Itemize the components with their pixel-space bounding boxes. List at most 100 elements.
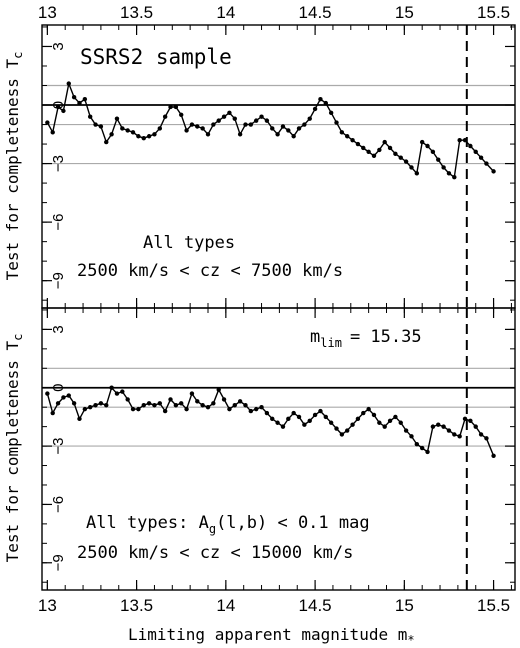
bottom-ytick-label: −3: [50, 438, 67, 455]
bottom-data-point: [120, 389, 125, 394]
bottom-data-point: [157, 401, 163, 406]
top-data-point: [425, 143, 430, 149]
bottom-data-point: [280, 424, 286, 429]
top-data-point: [189, 122, 195, 127]
top-data-point: [419, 139, 425, 145]
bottom-data-point: [323, 414, 328, 420]
top-data-point: [334, 120, 339, 125]
bottom-data-point: [270, 416, 275, 422]
bottom-data-point: [339, 432, 345, 437]
bottom-data-point: [109, 385, 114, 390]
top-xtick-label: 13.5: [120, 3, 153, 22]
top-data-point: [280, 124, 286, 129]
top-ytick-label: 3: [50, 42, 67, 50]
bottom-data-point: [312, 412, 318, 418]
bottom-data-point: [387, 418, 393, 423]
top-data-point: [243, 122, 248, 127]
top-data-point: [136, 134, 141, 139]
top-data-point: [168, 104, 173, 110]
top-data-point: [491, 169, 496, 174]
bottom-data-point: [296, 414, 302, 420]
bottom-y-axis-label-text: Test for completeness: [3, 360, 22, 562]
top-data-point: [221, 114, 227, 119]
top-data-point: [409, 165, 414, 170]
top-xtick-label: 14.5: [299, 3, 332, 22]
top-xtick-label: 15.5: [477, 3, 510, 22]
bottom-data-point: [130, 406, 136, 412]
top-data-point: [339, 130, 345, 135]
top-data-point: [264, 118, 270, 123]
top-xtick-label: 15: [395, 3, 414, 22]
top-data-point: [484, 161, 489, 166]
bottom-data-point: [195, 399, 200, 404]
top-y-axis-label-gap: [3, 68, 22, 78]
bottom-data-point: [152, 403, 157, 408]
top-data-point: [248, 122, 254, 127]
top-data-point: [61, 108, 66, 114]
bottom-data-point: [462, 416, 468, 422]
bottom-data-point: [189, 391, 195, 396]
top-data-point: [184, 128, 189, 133]
bottom-annotation-sub: g: [209, 522, 216, 536]
bottom-data-point: [221, 397, 227, 402]
bottom-y-axis-symbol: T: [3, 340, 22, 350]
bottom-data-point: [275, 420, 280, 425]
bottom-data-point: [125, 397, 130, 402]
top-annotation-types: All types: [143, 233, 235, 253]
top-data-point: [275, 132, 280, 137]
bottom-annotation-cz-range: 2500 km/s < cz < 15000 km/s: [77, 543, 353, 563]
top-data-point: [307, 116, 312, 121]
top-data-point: [179, 112, 184, 117]
bottom-ytick-label: 3: [50, 325, 67, 333]
mlim-label: mlim = 15.35: [310, 327, 422, 350]
top-data-point: [125, 128, 130, 133]
top-data-point: [205, 132, 211, 137]
top-data-point: [446, 171, 452, 176]
bottom-data-point: [243, 403, 248, 408]
bottom-data-point: [45, 391, 50, 396]
top-data-point: [462, 137, 468, 143]
bottom-data-point: [211, 401, 216, 406]
bottom-data-point: [227, 406, 232, 412]
top-data-point: [473, 149, 478, 155]
bottom-data-point: [382, 424, 387, 429]
bottom-data-point: [361, 410, 366, 416]
bottom-xtick-label: 14.5: [299, 596, 332, 615]
bottom-data-point: [398, 420, 403, 425]
bottom-data-point: [136, 406, 141, 412]
bottom-data-point: [393, 414, 398, 420]
mlim-symbol: m: [310, 327, 320, 347]
bottom-data-point: [93, 403, 98, 408]
bottom-xtick-label: 13: [38, 596, 57, 615]
bottom-data-point: [291, 410, 296, 416]
bottom-y-axis-label: Test for completeness Tc: [3, 334, 25, 563]
bottom-data-point: [302, 422, 307, 427]
top-data-point: [77, 100, 82, 106]
bottom-data-point: [216, 387, 221, 392]
bottom-data-point: [50, 410, 55, 416]
top-data-point: [162, 114, 168, 119]
bottom-data-point: [452, 432, 457, 437]
top-data-point: [361, 145, 366, 151]
bottom-data-point: [436, 422, 441, 427]
top-data-point: [66, 81, 71, 86]
bottom-data-point: [264, 410, 270, 416]
bottom-data-point: [366, 406, 371, 412]
top-data-point: [195, 124, 200, 129]
top-data-point: [296, 126, 302, 131]
x-axis-label-gap: [388, 625, 398, 644]
top-data-point: [120, 126, 125, 131]
top-data-point: [259, 114, 264, 119]
top-data-point: [436, 157, 441, 162]
bottom-data-point: [425, 449, 430, 455]
top-data-point: [387, 145, 393, 151]
bottom-data-point: [307, 418, 312, 423]
top-data-point: [430, 149, 436, 155]
top-data-point: [227, 110, 232, 116]
bottom-data-point: [141, 403, 146, 408]
bottom-data-point: [403, 428, 409, 433]
bottom-annotation-types: All types: Ag(l,b) < 0.1 mag: [86, 513, 370, 536]
bottom-data-point: [491, 453, 496, 459]
bottom-y-axis-subscript: c: [11, 334, 25, 341]
